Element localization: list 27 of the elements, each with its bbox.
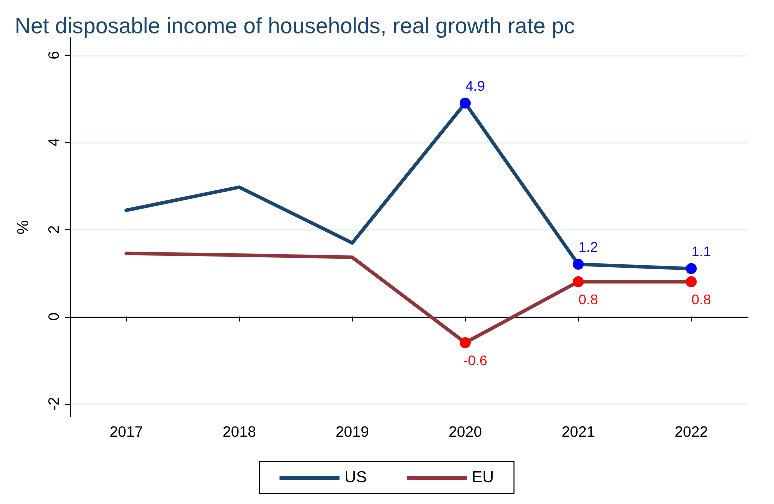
data-label: 4.9 (466, 78, 486, 94)
legend-label: US (344, 470, 368, 486)
x-tick-label: 2018 (222, 424, 256, 441)
data-label: 0.8 (578, 291, 598, 308)
y-tick-label: -2 (46, 397, 63, 411)
chart-title: Net disposable income of households, real growth rate pc (15, 14, 576, 38)
data-label: 0.8 (692, 291, 712, 308)
legend-label: EU (472, 470, 494, 486)
x-tick-label: 2019 (336, 424, 370, 441)
x-tick-label: 2020 (448, 424, 482, 441)
data-label: 1.2 (578, 239, 598, 256)
x-tick-label: 2017 (110, 424, 144, 441)
point (686, 263, 697, 274)
point (460, 337, 471, 348)
y-axis-title: % (16, 220, 32, 235)
x-tick-label: 2022 (674, 424, 708, 441)
point (573, 276, 584, 288)
y-tick-label: 4 (46, 138, 63, 147)
data-label: 1.1 (692, 243, 712, 260)
y-tick-label: 2 (46, 226, 63, 234)
data-label: -0.6 (463, 352, 488, 368)
point (460, 98, 471, 109)
y-tick-label: 0 (46, 312, 63, 321)
point (686, 276, 697, 288)
point (573, 259, 584, 270)
x-tick-label: 2021 (562, 424, 596, 441)
y-tick-label: 6 (46, 51, 63, 60)
